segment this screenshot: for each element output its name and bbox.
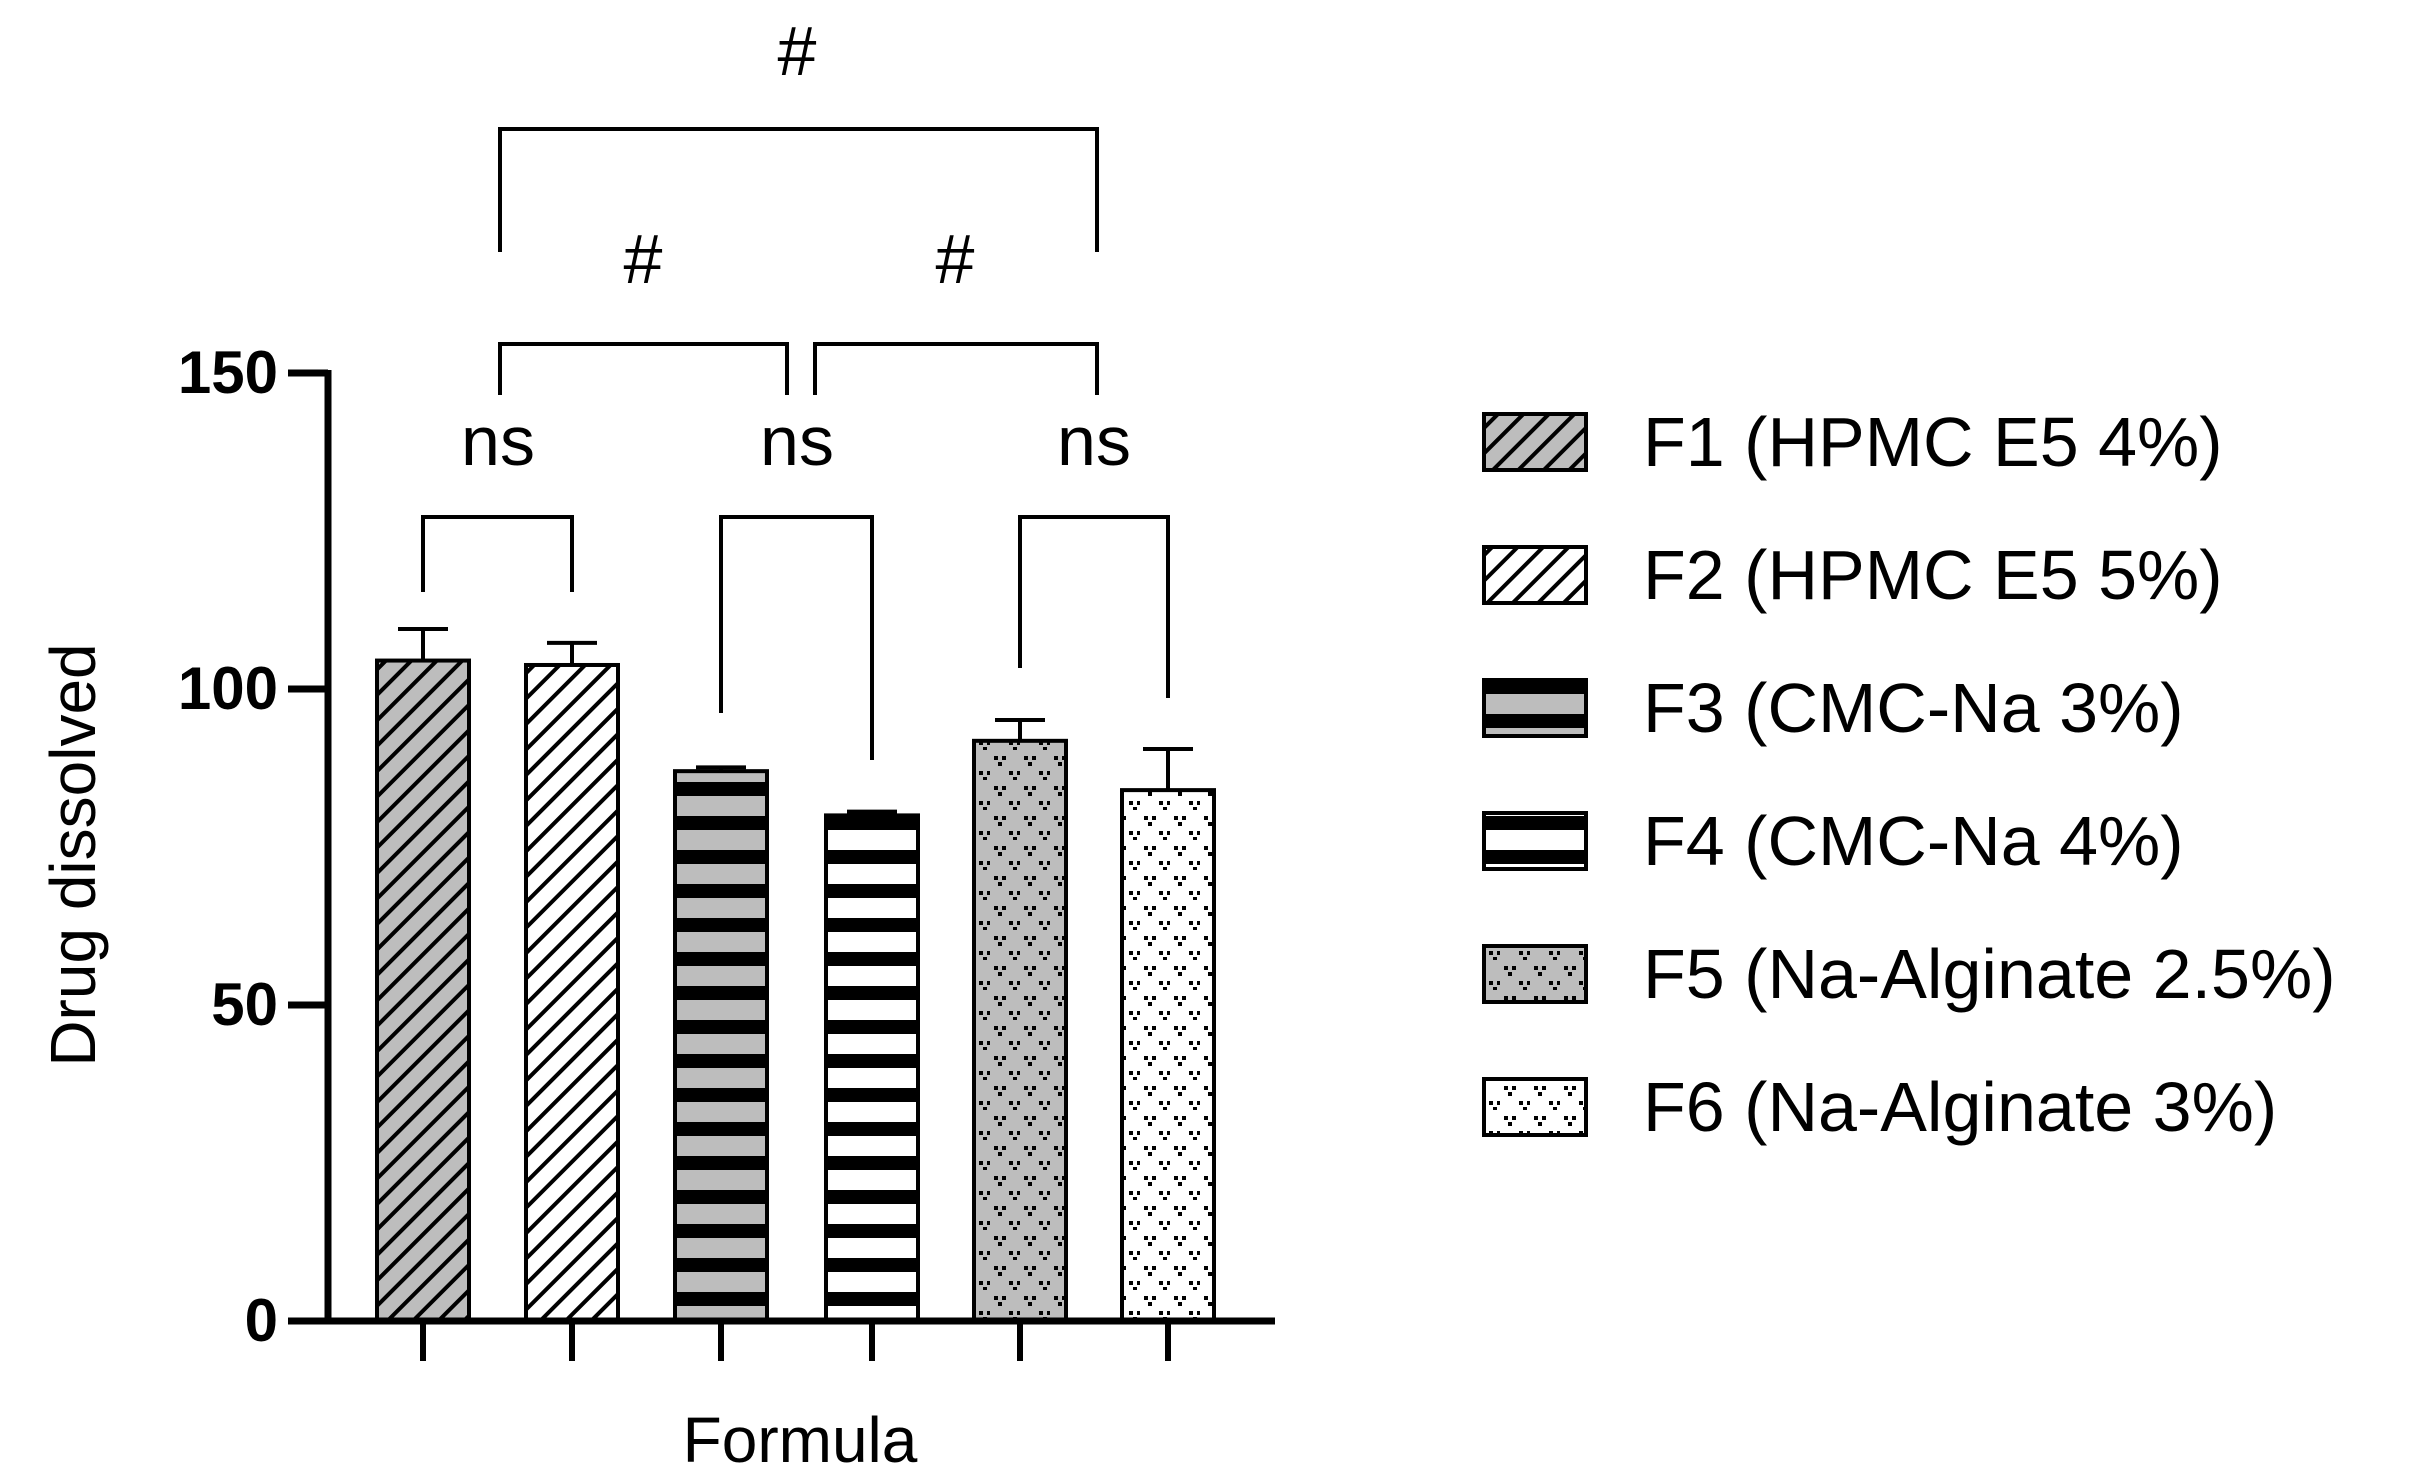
- legend-swatch-1: [1482, 412, 1588, 472]
- y-tick-label-150: 150: [178, 339, 278, 406]
- comparison-bracket-4: [498, 342, 789, 395]
- y-tick-label-50: 50: [211, 971, 278, 1038]
- comparison-bracket-6: [498, 127, 1099, 252]
- plot-area: [375, 626, 1216, 1324]
- legend-swatch-2: [1482, 545, 1588, 605]
- bar-2: [524, 662, 620, 1323]
- y-axis-title: Drug dissolved: [37, 643, 109, 1066]
- bar-6: [1120, 788, 1216, 1323]
- legend-label-4: F4 (CMC-Na 4%): [1643, 802, 2184, 880]
- legend-swatch-3: [1482, 678, 1588, 738]
- bar-3: [673, 769, 769, 1323]
- axes: 0 50 100 150: [178, 339, 1275, 1361]
- legend-label-2: F2 (HPMC E5 5%): [1643, 536, 2223, 614]
- bar-4: [824, 813, 920, 1324]
- comparison-bracket-1: [421, 515, 574, 592]
- y-tick-label-0: 0: [245, 1287, 278, 1354]
- legend: F1 (HPMC E5 4%) F2 (HPMC E5 5%) F3 (CMC-Na…: [1482, 403, 2336, 1146]
- comparison-bracket-5: [813, 342, 1099, 395]
- comparison-bracket-3: [1018, 515, 1170, 698]
- comparison-bracket-2: [719, 515, 874, 760]
- legend-label-5: F5 (Na-Alginate 2.5%): [1643, 935, 2336, 1013]
- comparison-label-6: #: [778, 12, 817, 90]
- legend-label-6: F6 (Na-Alginate 3%): [1643, 1068, 2277, 1146]
- legend-label-1: F1 (HPMC E5 4%): [1643, 403, 2223, 481]
- comparison-label-2: ns: [760, 402, 834, 480]
- comparison-label-3: ns: [1057, 402, 1131, 480]
- legend-label-3: F3 (CMC-Na 3%): [1643, 669, 2184, 747]
- legend-swatch-6: [1482, 1077, 1588, 1137]
- y-tick-label-100: 100: [178, 655, 278, 722]
- bar-1: [375, 658, 471, 1323]
- comparison-label-4: #: [624, 220, 663, 298]
- bar-5: [972, 738, 1068, 1323]
- significance-brackets: ns ns ns # # #: [421, 12, 1170, 760]
- x-axis-title: Formula: [683, 1404, 918, 1476]
- legend-swatch-5: [1482, 944, 1588, 1004]
- comparison-label-5: #: [936, 220, 975, 298]
- legend-swatch-4: [1482, 811, 1588, 871]
- comparison-label-1: ns: [461, 402, 535, 480]
